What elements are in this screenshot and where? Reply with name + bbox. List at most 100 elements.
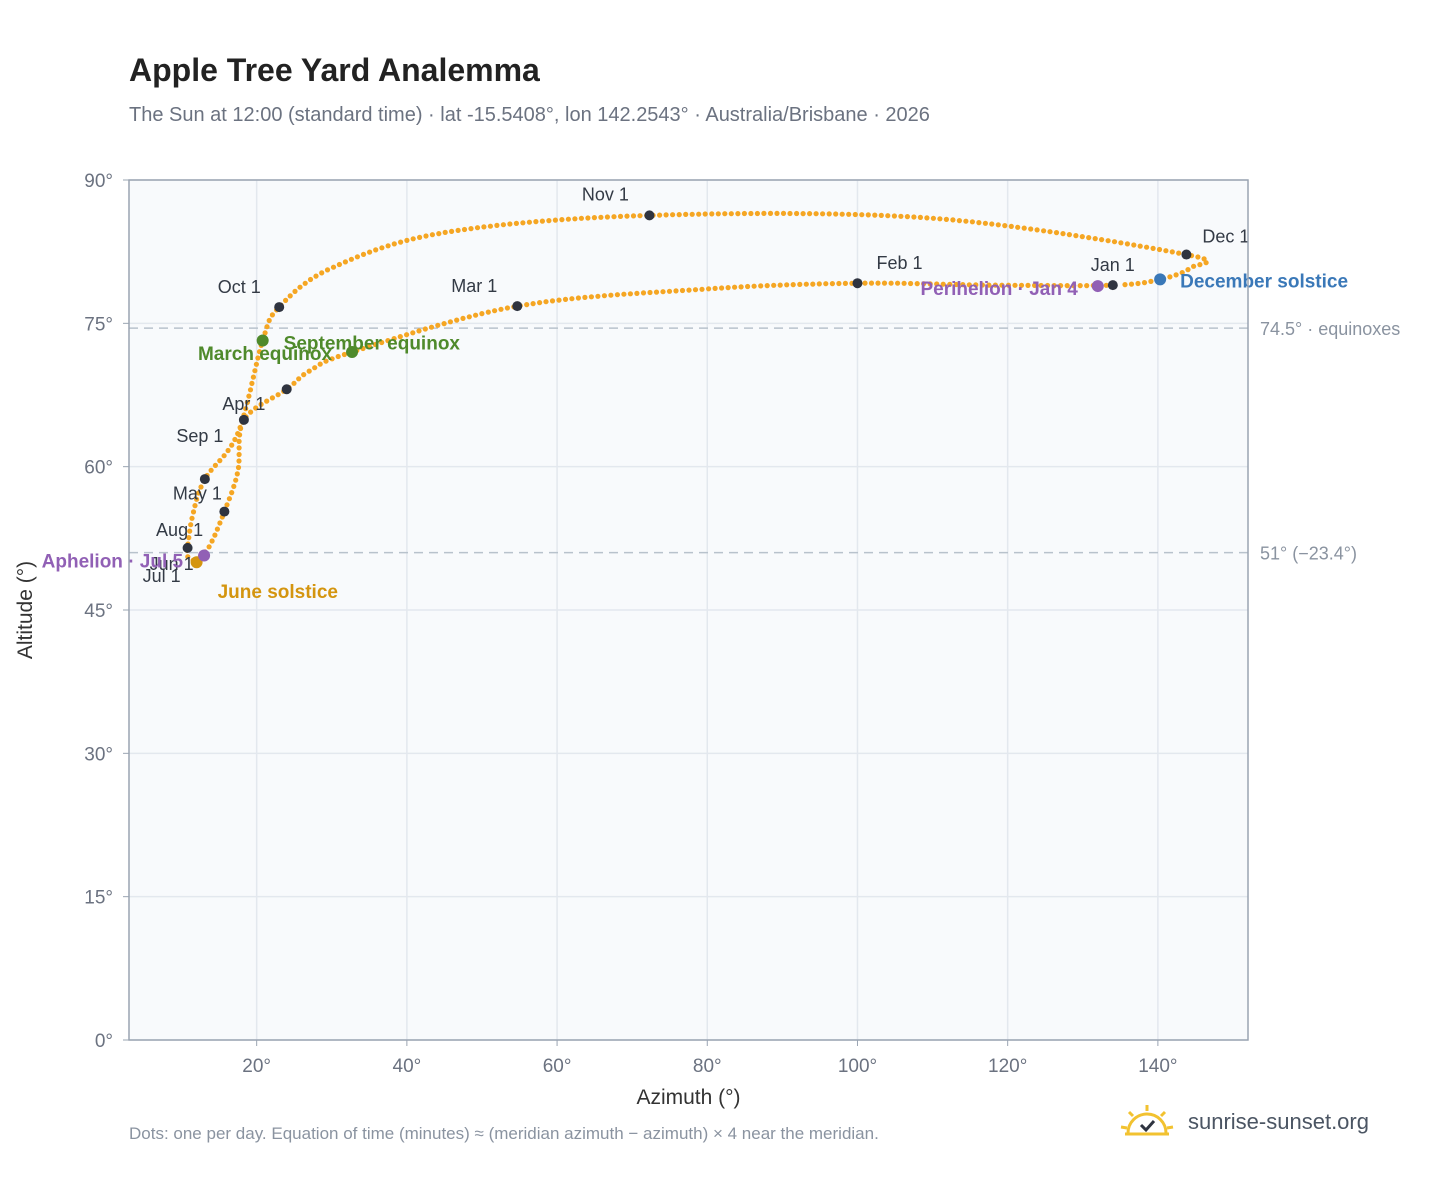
day-dot: [738, 284, 744, 290]
day-dot: [986, 282, 992, 288]
day-dot: [963, 218, 969, 224]
day-dot: [881, 280, 888, 286]
day-dot: [447, 319, 453, 325]
day-dot: [208, 467, 214, 473]
day-dot: [234, 471, 240, 477]
day-dot: [504, 305, 510, 311]
day-dot: [725, 285, 731, 291]
day-dot: [689, 211, 695, 217]
day-dot: [1179, 270, 1185, 276]
day-dot: [839, 211, 845, 217]
day-dot: [1018, 282, 1025, 288]
day-dot: [391, 336, 397, 342]
day-dot: [256, 349, 263, 355]
day-dot: [1047, 229, 1053, 235]
day-dot: [1169, 249, 1175, 255]
y-tick-label: 30°: [84, 744, 113, 765]
day-dot: [1053, 230, 1060, 236]
day-dot: [507, 221, 513, 227]
day-dot: [269, 312, 275, 318]
day-dot: [1092, 236, 1098, 242]
day-dot: [784, 282, 790, 288]
day-dot: [891, 213, 898, 219]
daily-sun-dots: [184, 210, 1209, 565]
day-dot: [306, 368, 312, 374]
day-dot: [224, 502, 230, 508]
day-dot: [530, 301, 536, 307]
day-dot: [575, 295, 582, 301]
day-dot: [1038, 282, 1044, 289]
day-dot: [1028, 226, 1034, 232]
day-dot: [336, 261, 342, 268]
month-marker-label: Jun 1: [150, 554, 194, 574]
day-dot: [908, 280, 914, 287]
day-dot: [774, 210, 780, 216]
day-dot: [956, 218, 963, 224]
month-marker: [512, 301, 523, 312]
day-dot: [487, 223, 493, 229]
day-dot: [715, 211, 721, 217]
day-dot: [307, 276, 314, 283]
day-dot: [348, 256, 354, 262]
day-dot: [1173, 272, 1179, 278]
day-dot: [911, 214, 917, 220]
x-tick-label: 40°: [393, 1056, 422, 1077]
event-label: December solstice: [1180, 271, 1348, 292]
day-dot: [712, 285, 718, 291]
chart-title: Apple Tree Yard Analemma: [129, 52, 540, 88]
day-dot: [559, 217, 565, 223]
day-dot: [608, 292, 614, 298]
day-dot: [943, 216, 950, 222]
day-dot: [404, 332, 410, 338]
month-marker-label: Sep 1: [176, 426, 223, 446]
day-dot: [852, 211, 858, 218]
reference-line-label: 74.5° · equinoxes: [1260, 319, 1400, 339]
day-dot: [588, 294, 595, 300]
month-marker-label: Apr 1: [222, 394, 265, 414]
day-dot: [341, 351, 347, 358]
day-dot: [479, 311, 485, 317]
day-dot: [237, 424, 243, 431]
day-dot: [960, 282, 966, 288]
day-dot: [367, 249, 373, 255]
day-dot: [313, 273, 319, 279]
day-dot: [264, 324, 270, 330]
day-dot: [397, 334, 403, 340]
day-dot: [868, 280, 875, 286]
month-marker: [219, 506, 230, 517]
day-dot: [813, 211, 819, 217]
day-dot: [846, 211, 852, 217]
day-dot: [1156, 246, 1163, 253]
day-dot: [966, 282, 972, 288]
brand[interactable]: sunrise-sunset.org: [1120, 1102, 1369, 1142]
month-marker: [281, 384, 292, 395]
y-tick-label: 60°: [84, 458, 113, 479]
day-dot: [385, 243, 391, 249]
day-dot: [206, 544, 212, 550]
day-dot: [679, 287, 686, 294]
x-axis-title: Azimuth (°): [636, 1086, 740, 1109]
day-dot: [653, 289, 660, 295]
day-dot: [1124, 241, 1130, 247]
day-dot: [934, 281, 940, 287]
day-dot: [1084, 283, 1090, 289]
day-dot: [455, 227, 461, 233]
day-dot: [190, 509, 197, 515]
day-dot: [777, 282, 783, 288]
day-dot: [233, 477, 239, 483]
day-dot: [324, 267, 331, 273]
day-dot: [225, 447, 231, 454]
day-dot: [751, 283, 757, 289]
month-marker-label: Aug 1: [156, 520, 203, 540]
day-dot: [1025, 282, 1031, 288]
month-marker-label: May 1: [173, 484, 222, 504]
day-dot: [914, 281, 920, 287]
day-dot: [904, 214, 911, 220]
day-dot: [262, 330, 268, 336]
day-dot: [460, 315, 466, 321]
month-marker: [274, 302, 285, 313]
day-dot: [595, 293, 601, 299]
day-dot: [637, 213, 643, 219]
day-dot: [686, 287, 692, 293]
day-dot: [647, 289, 653, 296]
